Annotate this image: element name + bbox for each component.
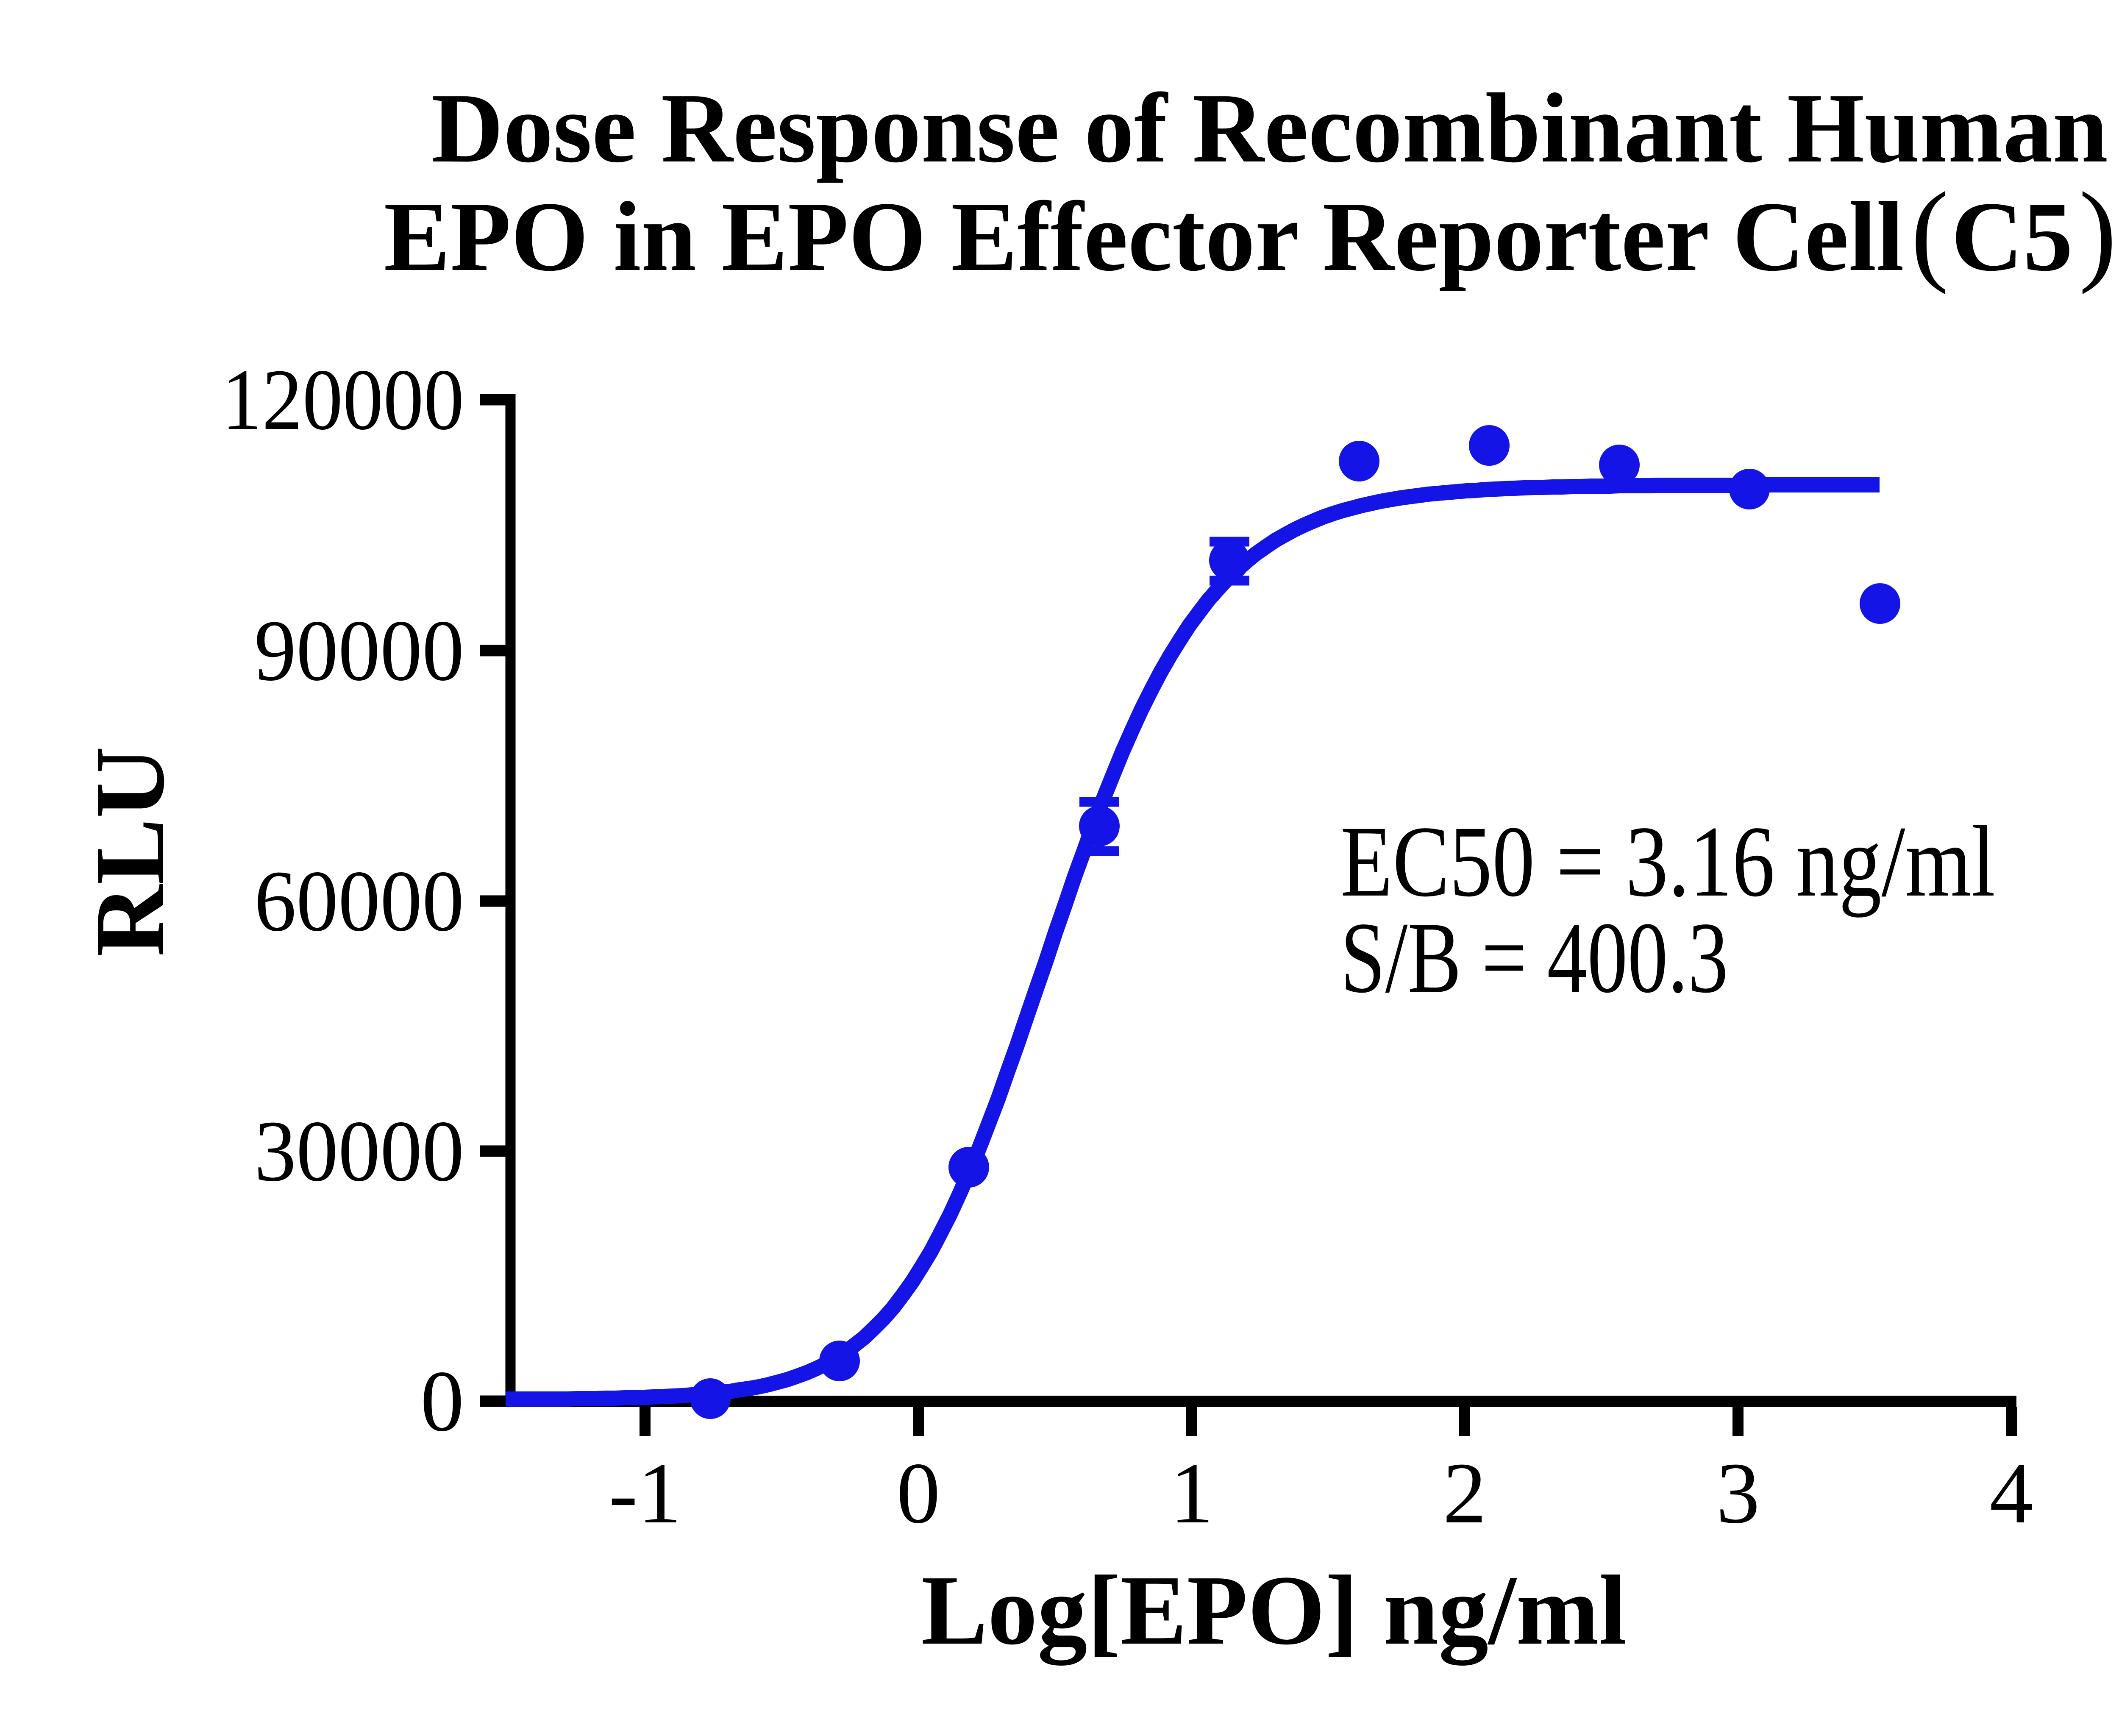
svg-text:0: 0 <box>897 1444 940 1541</box>
svg-text:30000: 30000 <box>254 1102 464 1199</box>
svg-text:Dose Response of Recombinant H: Dose Response of Recombinant Human <box>431 73 2108 183</box>
svg-text:2: 2 <box>1443 1444 1487 1541</box>
svg-text:-1: -1 <box>609 1444 681 1541</box>
svg-text:3: 3 <box>1716 1444 1760 1541</box>
svg-text:60000: 60000 <box>254 852 464 949</box>
svg-text:1: 1 <box>1170 1444 1214 1541</box>
svg-text:EPO in EPO Effector Reporter C: EPO in EPO Effector Reporter Cell(C5) <box>384 169 2116 295</box>
svg-text:Log[EPO] ng/ml: Log[EPO] ng/ml <box>921 1555 1627 1666</box>
svg-text:0: 0 <box>420 1352 464 1449</box>
svg-text:4: 4 <box>1990 1444 2033 1541</box>
svg-text:90000: 90000 <box>254 602 464 699</box>
svg-text:RLU: RLU <box>75 746 185 957</box>
svg-text:EC50 = 3.16 ng/ml: EC50 = 3.16 ng/ml <box>1340 805 1995 918</box>
svg-text:120000: 120000 <box>222 351 464 448</box>
svg-text:S/B = 400.3: S/B = 400.3 <box>1340 901 1728 1014</box>
